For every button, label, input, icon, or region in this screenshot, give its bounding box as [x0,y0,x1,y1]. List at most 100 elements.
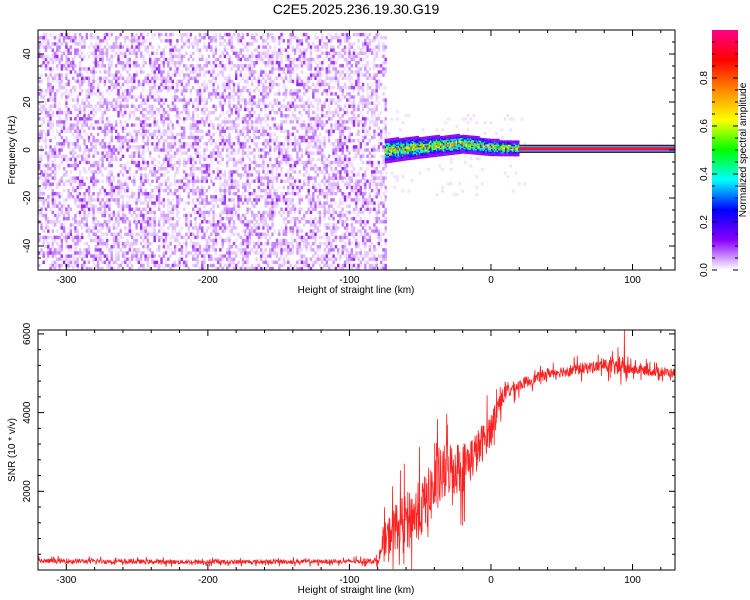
spectrogram-cell [62,64,66,68]
spectrogram-cell [92,229,95,233]
spectrogram-cell [101,254,104,258]
spectrogram-cell [128,248,131,252]
spectrogram-cell [155,57,159,62]
spectrogram-cell [169,188,172,193]
spectrogram-cell [255,101,258,105]
spectrogram-cell [171,213,174,218]
spectrogram-cell [303,179,306,183]
spectrogram-cell [266,229,270,233]
spectrogram-cell [130,145,134,149]
spectrogram-cell [58,213,61,218]
spectrogram-cell [162,57,165,62]
spectrogram-cell [226,135,229,140]
spectrogram-cell [248,173,251,177]
spectrogram-cell [133,195,136,199]
spectrogram-cell [178,163,181,168]
spectrogram-cell [196,92,199,96]
spectrogram-cell [133,129,136,133]
spectrogram-cell [253,135,256,140]
spectrogram-cell [298,245,301,249]
spectrogram-cell [164,157,168,162]
spectrogram-cell [223,254,227,258]
spectrogram-cell [119,163,122,168]
spectrogram-cell [40,157,43,162]
spectrogram-cell [101,157,104,162]
spectrogram-cell [239,129,242,133]
spectrogram-cell [246,101,249,105]
spectrogram-cell [162,117,165,121]
spectrogram-cell [115,251,118,255]
spectrogram-cell [115,217,118,221]
spectrogram-cell [198,76,202,80]
spectrogram-cell [83,223,86,227]
spectrogram-cell [269,248,272,252]
spectrogram-cell [53,235,57,240]
spectrogram-cell [53,42,57,46]
spectrogram-cell [130,135,134,140]
spectrogram-cell [51,260,54,264]
spectrogram-cell [278,151,281,155]
spectrogram-cell [305,39,308,43]
spectrogram-cell [228,114,231,118]
spectrogram-cell [167,135,170,140]
spectrogram-cell [305,98,308,102]
spectrogram-cell [90,204,93,208]
spectrogram-cell [119,51,122,55]
spectrogram-cell [176,79,179,84]
spectrogram-cell [264,101,267,105]
spectrogram-cell [255,32,258,37]
spectrogram-cell [230,192,233,196]
spectrogram-cell [42,51,45,55]
spectrogram-cell [105,266,109,270]
spectrogram-cell [53,73,57,77]
spectrogram-cell [300,42,304,46]
spectrogram-cell [115,36,118,40]
spectrogram-cell [171,85,174,90]
spectrogram-cell [81,198,84,202]
spectrogram-cell [284,217,288,221]
spectrogram-cell [49,89,52,93]
spectrogram-cell [83,248,86,252]
spectrogram-cell [241,120,245,124]
spectrogram-cell [153,254,156,258]
spectrogram-cell [87,135,91,140]
spectrogram-cell [167,185,170,190]
spectrogram-cell [60,76,63,80]
spectrogram-cell [282,32,285,37]
spectrogram-cell [255,104,258,108]
spectrogram-cell [103,148,107,152]
spectrogram-cell [212,92,215,96]
spectrogram-cell [108,188,111,193]
spectrogram-cell [158,198,161,202]
spectrogram-cell [187,76,190,80]
spectrogram-cell [216,73,220,77]
spectrogram-cell [278,36,281,40]
spectrogram-cell [142,129,145,133]
spectrogram-cell [51,89,54,93]
spectrogram-cell [187,142,190,146]
spectrogram-cell [255,266,258,270]
spectrogram-cell [115,201,118,205]
spectrogram-cell [232,163,236,168]
spectrogram-cell [250,173,254,177]
spectrogram-cell [119,235,122,240]
spectrogram-cell [173,195,177,199]
spectrogram-cell [162,79,165,84]
spectrogram-cell [266,192,270,196]
spectrogram-cell [280,198,283,202]
spectrogram-cell [185,145,188,149]
spectrogram-cell [173,135,177,140]
spectrogram-cell [44,185,48,190]
spectrogram-cell [212,82,215,87]
spectrogram-cell [155,67,159,71]
spectrogram-cell [296,57,299,62]
spectrogram-cell [180,89,184,93]
spectrogram-cell [219,235,222,240]
spectrogram-cell [246,266,249,270]
spectrogram-cell [278,92,281,96]
spectrogram-cell [207,45,211,49]
spectrogram-cell [153,132,156,137]
spectrogram-cell [74,39,77,43]
spectrogram-cell [167,226,170,230]
spectrogram-cell [264,160,267,165]
